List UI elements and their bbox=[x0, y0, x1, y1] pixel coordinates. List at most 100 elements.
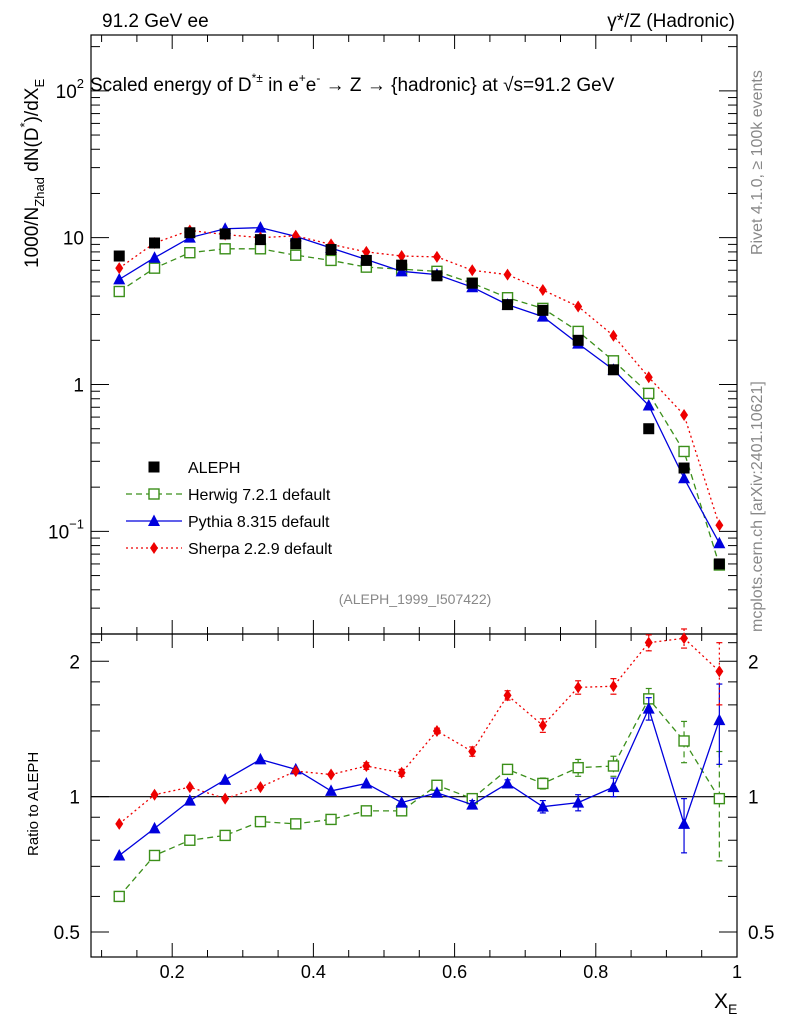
aleph-main-point bbox=[149, 237, 161, 249]
x-axis-label: XE bbox=[714, 990, 737, 1017]
sherpa-main-point bbox=[468, 264, 477, 277]
aleph-main-point bbox=[466, 277, 478, 289]
pythia-ratio-point bbox=[607, 780, 620, 793]
herwig-main-point bbox=[113, 285, 125, 298]
herwig-main-line bbox=[118, 248, 720, 566]
herwig-ratio-point bbox=[148, 849, 161, 862]
pythia-ratio-point bbox=[713, 713, 726, 726]
aleph-main-point bbox=[431, 270, 443, 282]
herwig-ratio-point bbox=[254, 815, 267, 828]
herwig-ratio-point bbox=[113, 890, 125, 903]
x-tick-label: 0.2 bbox=[160, 962, 185, 982]
ratio-y-tick-label-left: 2 bbox=[69, 652, 80, 673]
aleph-main-point bbox=[184, 227, 196, 239]
pythia-ratio-point bbox=[325, 784, 338, 796]
pythia-main-point bbox=[713, 536, 726, 549]
sherpa-ratio-point bbox=[291, 765, 300, 778]
sherpa-ratio-point bbox=[715, 665, 724, 678]
sherpa-ratio-point bbox=[680, 632, 689, 645]
header-left: 91.2 GeV ee bbox=[102, 11, 209, 32]
sherpa-ratio-point bbox=[609, 680, 618, 693]
sherpa-ratio-point bbox=[150, 788, 159, 801]
sherpa-ratio-point bbox=[503, 689, 512, 702]
rivet-version-label: Rivet 4.1.0, ≥ 100k events bbox=[749, 70, 766, 255]
pythia-ratio-point bbox=[430, 786, 443, 798]
main-y-tick-label: 10−1 bbox=[48, 516, 84, 543]
pythia-ratio-point bbox=[572, 796, 585, 808]
herwig-main-point bbox=[643, 387, 655, 400]
pythia-ratio-point bbox=[113, 848, 126, 861]
x-tick-label: 0.6 bbox=[442, 962, 467, 982]
ratio-y-tick-label-right: 1 bbox=[748, 788, 759, 809]
sherpa-main-point bbox=[680, 409, 689, 422]
pythia-main-point bbox=[642, 398, 655, 411]
ratio-plot-frame bbox=[90, 633, 738, 958]
axis-ticks bbox=[91, 35, 738, 957]
herwig-main-point bbox=[254, 243, 267, 255]
analysis-id-label: (ALEPH_1999_I507422) bbox=[339, 591, 492, 607]
aleph-main-point bbox=[607, 364, 619, 376]
sherpa-ratio-point bbox=[468, 745, 477, 758]
main-y-tick-label: 102 bbox=[56, 76, 84, 103]
sherpa-ratio-point bbox=[221, 792, 230, 805]
legend-label-pythia: Pythia 8.315 default bbox=[188, 514, 330, 531]
pythia-main-point bbox=[536, 310, 549, 322]
x-tick-label: 0.8 bbox=[583, 962, 608, 982]
sherpa-ratio-point bbox=[432, 724, 441, 737]
aleph-main-point bbox=[360, 254, 372, 266]
sherpa-main-point bbox=[362, 245, 371, 258]
ratio-series-group bbox=[113, 628, 726, 903]
pythia-ratio-point bbox=[395, 796, 408, 808]
main-y-tick-label: 10 bbox=[63, 229, 84, 250]
pythia-main-point bbox=[148, 251, 161, 263]
herwig-ratio-point bbox=[360, 805, 373, 817]
sherpa-main-point bbox=[115, 262, 124, 275]
pythia-ratio-point bbox=[360, 776, 373, 789]
legend-label-aleph: ALEPH bbox=[188, 460, 240, 477]
herwig-main-point bbox=[148, 262, 161, 274]
herwig-ratio-point bbox=[290, 818, 302, 830]
pythia-ratio-point bbox=[536, 800, 549, 812]
ratio-y-tick-label-right: 2 bbox=[748, 652, 759, 673]
herwig-ratio-point bbox=[219, 829, 231, 842]
main-y-axis-label: 1000/NZhad dN(D*)/dXE bbox=[17, 79, 47, 268]
header-right: γ*/Z (Hadronic) bbox=[607, 11, 735, 32]
pythia-ratio-point bbox=[254, 752, 267, 765]
sherpa-ratio-point bbox=[397, 766, 406, 779]
sherpa-ratio-point bbox=[644, 636, 653, 649]
ratio-y-tick-label-left: 0.5 bbox=[54, 923, 80, 944]
main-y-tick-label: 1 bbox=[73, 376, 84, 397]
aleph-main-point bbox=[572, 334, 584, 346]
sherpa-main-point bbox=[574, 300, 583, 313]
sherpa-main-point bbox=[644, 371, 653, 384]
herwig-main-point bbox=[325, 254, 337, 267]
sherpa-main-point bbox=[715, 519, 724, 532]
legend-label-sherpa: Sherpa 2.2.9 default bbox=[188, 541, 333, 558]
pythia-ratio-point bbox=[466, 798, 479, 810]
aleph-main-point bbox=[713, 558, 725, 570]
legend-label-herwig: Herwig 7.2.1 default bbox=[188, 487, 331, 504]
herwig-ratio-point bbox=[713, 792, 726, 805]
pythia-ratio-point bbox=[642, 702, 655, 714]
pythia-ratio-point bbox=[501, 776, 514, 789]
plot-title: Scaled energy of D*± in e+e- → Z → {hadr… bbox=[90, 71, 615, 96]
herwig-main-point bbox=[184, 247, 196, 259]
sherpa-ratio-point bbox=[115, 817, 124, 830]
herwig-main-point bbox=[678, 445, 690, 458]
sherpa-ratio-point bbox=[538, 719, 547, 732]
pythia-main-line bbox=[118, 227, 720, 544]
sherpa-ratio-point bbox=[362, 760, 371, 773]
pythia-main-point bbox=[113, 272, 126, 285]
ratio-y-axis-label: Ratio to ALEPH bbox=[25, 752, 42, 856]
aleph-main-point bbox=[396, 259, 408, 271]
aleph-main-point bbox=[643, 423, 655, 435]
legend-marker-sherpa bbox=[150, 542, 158, 554]
legend-marker-aleph bbox=[148, 461, 160, 473]
pythia-ratio-point bbox=[148, 821, 161, 834]
pythia-ratio-line bbox=[118, 706, 720, 856]
herwig-ratio-point bbox=[537, 777, 549, 790]
x-tick-label: 1 bbox=[732, 962, 742, 982]
pythia-ratio-point bbox=[678, 817, 691, 829]
aleph-main-point bbox=[254, 234, 266, 246]
